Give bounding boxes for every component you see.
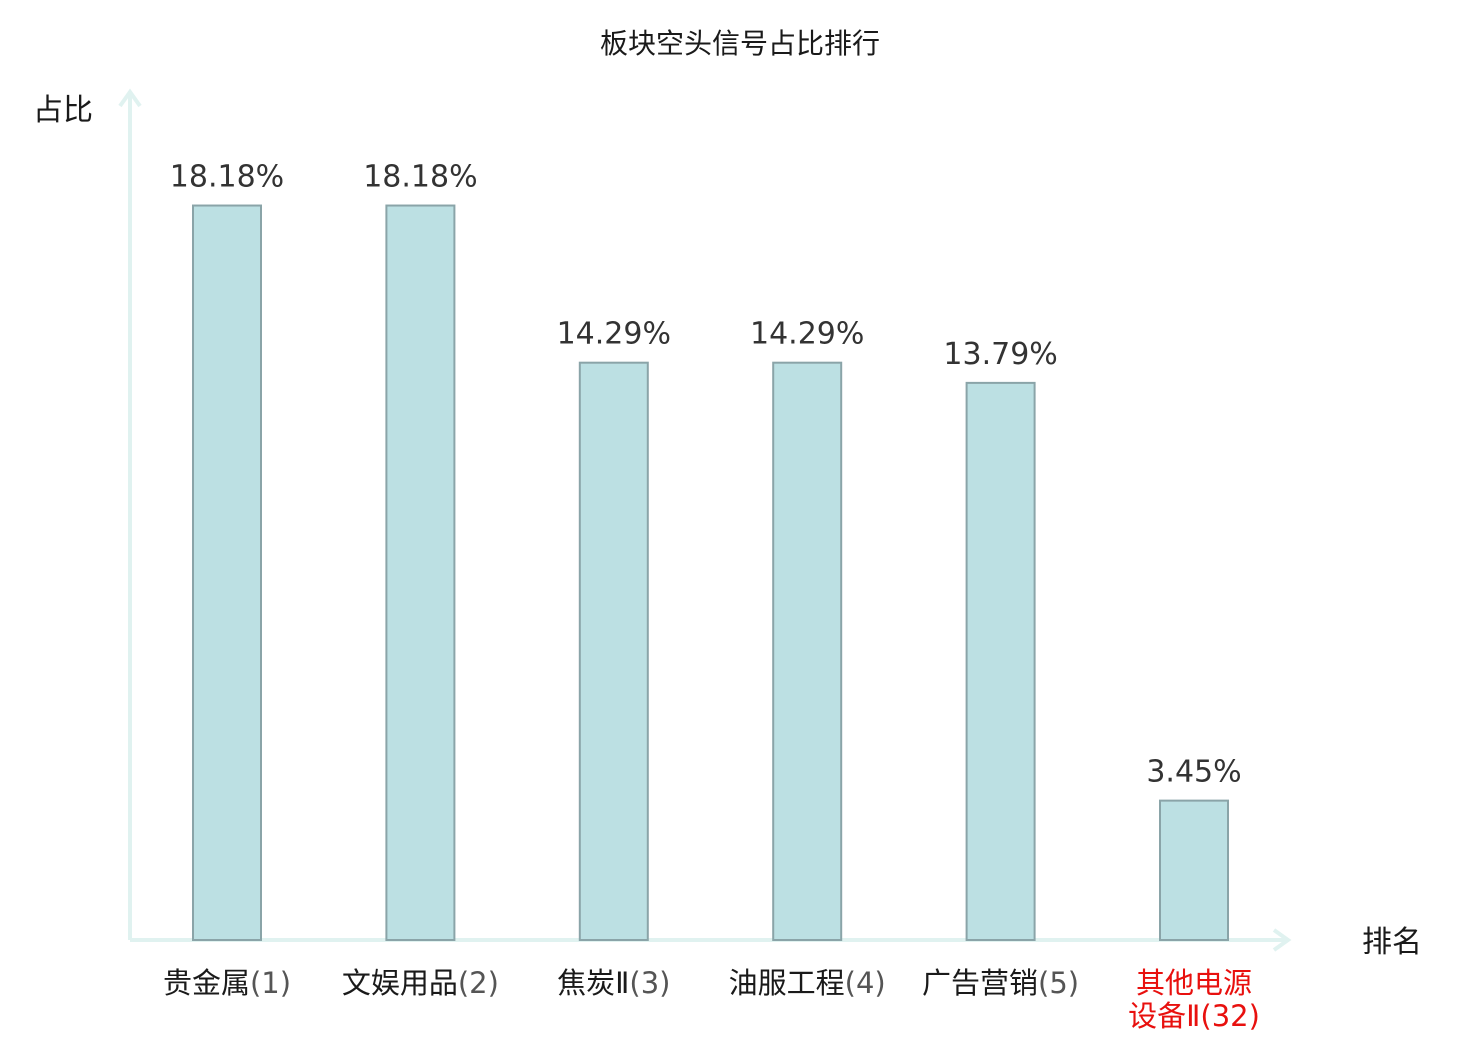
value-label-1: 18.18% bbox=[170, 160, 284, 195]
x-tick-rank: (32) bbox=[1200, 999, 1260, 1033]
y-axis-label: 占比 bbox=[33, 93, 93, 128]
x-tick-label-3: 焦炭Ⅱ(3) bbox=[557, 966, 670, 1000]
value-label-5: 13.79% bbox=[943, 337, 1057, 372]
x-tick-label-2: 文娱用品(2) bbox=[342, 966, 499, 1000]
x-tick-name: 广告营销 bbox=[922, 966, 1038, 1000]
y-axis-arrow bbox=[118, 88, 142, 108]
x-tick-label-line: 设备Ⅱ bbox=[1128, 999, 1200, 1033]
x-tick-label-5: 广告营销(5) bbox=[922, 966, 1079, 1000]
x-tick-rank: (4) bbox=[845, 966, 886, 1000]
value-label-2: 18.18% bbox=[363, 160, 477, 195]
x-tick-rank: (2) bbox=[458, 966, 499, 1000]
tick-labels: 贵金属(1) 文娱用品(2) 焦炭Ⅱ(3) 油服工程(4) 广告营销(5) 其他电源设备Ⅱ… bbox=[163, 966, 1260, 1033]
value-label-4: 14.29% bbox=[750, 317, 864, 352]
x-tick-label-1: 贵金属(1) bbox=[163, 966, 291, 1000]
value-label-6: 3.45% bbox=[1146, 755, 1241, 790]
bar-4 bbox=[772, 361, 843, 941]
bar-6 bbox=[1159, 799, 1229, 941]
x-tick-label-line: 其他电源 bbox=[1136, 966, 1252, 1000]
x-axis-label: 排名 bbox=[1362, 925, 1422, 960]
x-tick-label-4: 油服工程(4) bbox=[729, 966, 886, 1000]
value-labels: 18.18% 18.18% 14.29% 14.29% 13.79% 3.45% bbox=[170, 160, 1242, 790]
x-tick-rank: (5) bbox=[1038, 966, 1079, 1000]
x-axis-arrow bbox=[1272, 928, 1292, 952]
x-tick-rank: (1) bbox=[250, 966, 291, 1000]
bars bbox=[192, 204, 1229, 942]
chart-title: 板块空头信号占比排行 bbox=[600, 27, 880, 60]
x-tick-name: 焦炭Ⅱ bbox=[557, 966, 629, 1000]
x-tick-rank: (3) bbox=[629, 966, 670, 1000]
x-tick-name: 文娱用品 bbox=[342, 966, 458, 1000]
x-tick-label-6: 其他电源设备Ⅱ(32) bbox=[1128, 966, 1260, 1033]
bar-5 bbox=[965, 381, 1036, 942]
value-label-3: 14.29% bbox=[557, 317, 671, 352]
bar-1 bbox=[192, 204, 262, 941]
bar-3 bbox=[578, 361, 649, 941]
bar-2 bbox=[385, 204, 456, 941]
axes bbox=[118, 88, 1292, 952]
x-tick-name: 油服工程 bbox=[729, 966, 845, 1000]
x-tick-name: 贵金属 bbox=[163, 966, 250, 1000]
